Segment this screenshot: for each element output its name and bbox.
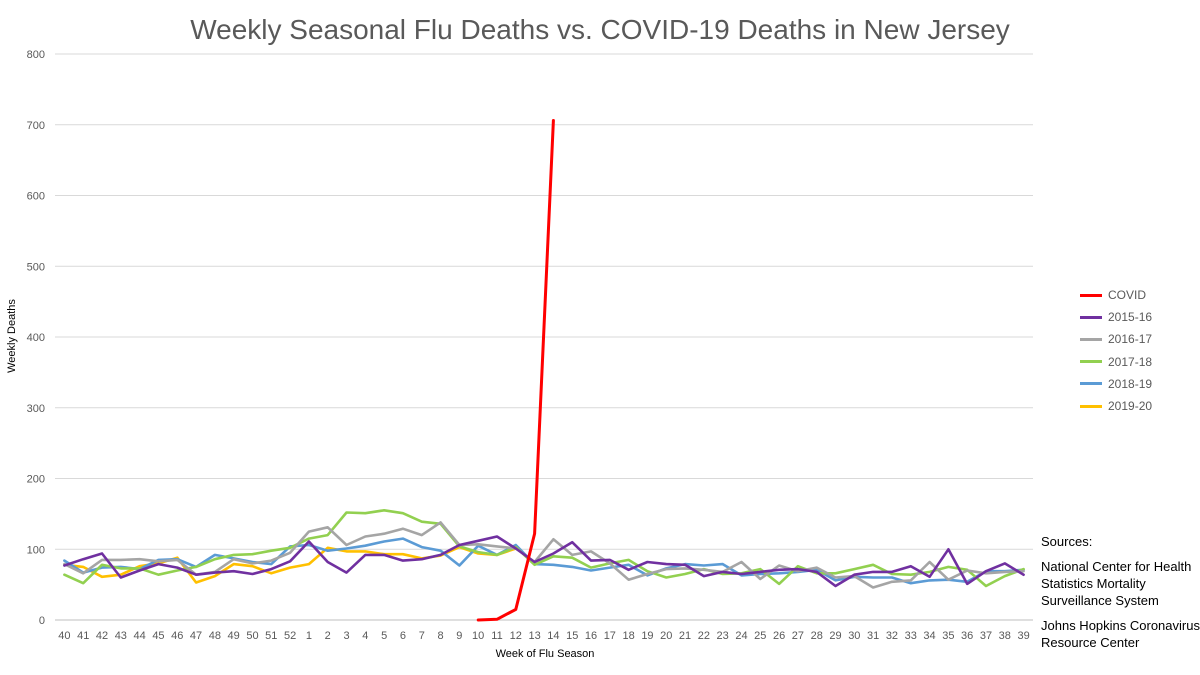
x-tick-label: 37	[980, 630, 992, 642]
series-line-2016-17	[63, 521, 1025, 589]
legend-item-2015-16: 2015-16	[1080, 306, 1152, 328]
x-tick-label: 11	[491, 630, 502, 642]
legend-label: 2019-20	[1108, 399, 1153, 414]
series-line-covid	[476, 119, 555, 622]
legend-label: 2017-18	[1108, 354, 1153, 369]
x-tick-label: 31	[867, 630, 879, 642]
x-tick-label: 28	[811, 630, 823, 642]
legend-swatch	[1080, 382, 1102, 386]
legend-item-covid: COVID	[1080, 284, 1152, 306]
x-tick-label: 38	[999, 630, 1011, 642]
legend-swatch	[1080, 293, 1102, 297]
x-tick-label: 36	[961, 630, 973, 642]
y-axis-label: Weekly Deaths	[6, 299, 18, 373]
y-tick-label: 100	[27, 544, 45, 556]
y-tick-label: 0	[39, 615, 45, 627]
x-tick-label: 50	[246, 630, 258, 642]
legend-swatch	[1080, 360, 1102, 364]
x-tick-label: 35	[942, 630, 954, 642]
legend-swatch	[1080, 315, 1102, 319]
x-tick-label: 43	[115, 630, 127, 642]
legend-label: 2015-16	[1108, 310, 1153, 325]
x-tick-label: 5	[381, 630, 387, 642]
x-tick-label: 25	[754, 630, 766, 642]
x-tick-label: 45	[152, 630, 164, 642]
x-tick-label: 29	[829, 630, 841, 642]
legend-label: COVID	[1108, 288, 1147, 303]
x-tick-label: 16	[585, 630, 597, 642]
x-tick-label: 14	[547, 630, 559, 642]
y-tick-label: 800	[27, 49, 45, 61]
x-tick-label: 9	[456, 630, 462, 642]
source-nchs: National Center for Health Statistics Mo…	[1041, 559, 1192, 608]
x-tick-label: 48	[209, 630, 221, 642]
y-tick-label: 200	[27, 474, 45, 486]
x-tick-label: 13	[528, 630, 540, 642]
x-tick-label: 44	[134, 630, 146, 642]
legend-item-2016-17: 2016-17	[1080, 328, 1152, 350]
x-tick-label: 52	[284, 630, 296, 642]
x-tick-label: 15	[566, 630, 578, 642]
x-tick-label: 4	[362, 630, 368, 642]
x-tick-label: 2	[325, 630, 331, 642]
legend: COVID 2015-16 2016-17 2017-18 2018-19 2019-20	[1080, 284, 1152, 417]
x-tick-label: 51	[265, 630, 277, 642]
series-line-2017-18	[63, 508, 1025, 588]
chart-title: Weekly Seasonal Flu Deaths vs. COVID-19 …	[190, 14, 1010, 45]
x-tick-label: 46	[171, 630, 183, 642]
x-tick-label: 49	[228, 630, 240, 642]
y-tick-label: 300	[27, 403, 45, 415]
x-tick-label: 32	[886, 630, 898, 642]
legend-item-2018-19: 2018-19	[1080, 373, 1152, 395]
sources-box: Sources: National Center for Health Stat…	[1041, 533, 1200, 651]
x-tick-label: 12	[510, 630, 522, 642]
y-tick-label: 500	[27, 261, 45, 273]
x-tick-label: 34	[923, 630, 935, 642]
x-tick-label: 7	[419, 630, 425, 642]
x-tick-label: 10	[472, 630, 484, 642]
x-tick-label: 39	[1017, 630, 1029, 642]
x-tick-label: 3	[343, 630, 349, 642]
x-tick-label: 6	[400, 630, 406, 642]
x-tick-label: 19	[641, 630, 653, 642]
legend-label: 2018-19	[1108, 376, 1153, 391]
x-tick-label: 24	[735, 630, 747, 642]
x-tick-label: 23	[717, 630, 729, 642]
x-tick-label: 47	[190, 630, 202, 642]
y-tick-label: 600	[27, 191, 45, 203]
x-tick-label: 42	[96, 630, 108, 642]
x-tick-label: 20	[660, 630, 672, 642]
x-tick-label: 22	[698, 630, 710, 642]
x-tick-label: 41	[77, 630, 89, 642]
legend-label: 2016-17	[1108, 332, 1153, 347]
x-tick-label: 21	[679, 630, 691, 642]
x-tick-label: 27	[792, 630, 804, 642]
x-tick-label: 30	[848, 630, 860, 642]
legend-item-2017-18: 2017-18	[1080, 351, 1152, 373]
x-tick-label: 40	[58, 630, 70, 642]
legend-swatch	[1080, 337, 1102, 341]
series-line-2015-16	[63, 535, 1025, 588]
x-tick-label: 18	[623, 630, 635, 642]
legend-swatch	[1080, 404, 1102, 408]
y-tick-label: 700	[27, 120, 45, 132]
x-tick-label: 1	[306, 630, 312, 642]
y-tick-label: 400	[27, 332, 45, 344]
x-tick-label: 17	[604, 630, 616, 642]
x-tick-label: 8	[437, 630, 443, 642]
x-axis-label: Week of Flu Season	[495, 648, 595, 660]
x-tick-label: 33	[905, 630, 917, 642]
legend-item-2019-20: 2019-20	[1080, 395, 1152, 417]
sources-heading: Sources:	[1041, 534, 1093, 549]
source-jhu: Johns Hopkins Coronavirus Resource Cente…	[1041, 618, 1200, 650]
x-tick-label: 26	[773, 630, 785, 642]
